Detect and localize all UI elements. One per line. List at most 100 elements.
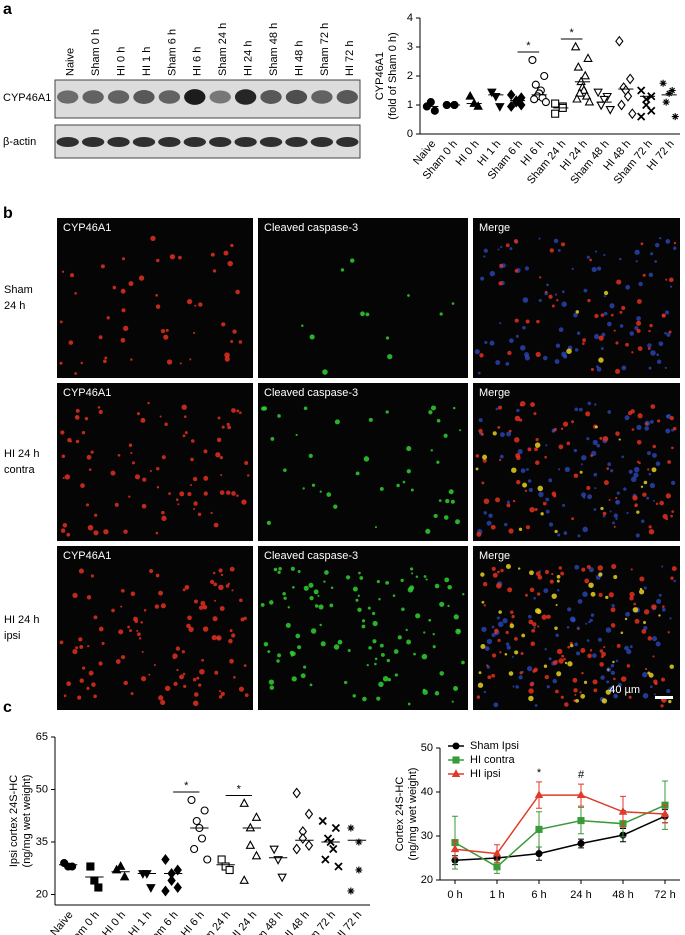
cell — [649, 323, 653, 328]
cell — [549, 579, 554, 584]
micrograph — [473, 546, 680, 710]
marker — [355, 866, 363, 874]
cell — [93, 615, 98, 620]
cell — [524, 489, 528, 493]
marker — [623, 90, 633, 102]
cell — [90, 450, 94, 454]
lane-label: Naive — [65, 48, 77, 76]
cell — [616, 279, 622, 285]
cell — [72, 592, 78, 598]
marker — [579, 85, 589, 94]
channel-label: Cleaved caspase-3 — [264, 387, 358, 399]
cell — [564, 702, 569, 707]
cell — [198, 302, 203, 307]
marker — [583, 53, 593, 62]
cell — [372, 611, 376, 616]
cell — [671, 510, 675, 513]
cell — [110, 470, 116, 476]
cell — [130, 591, 136, 597]
cell — [610, 664, 615, 668]
cell — [100, 264, 105, 269]
marker — [551, 109, 560, 118]
marker — [173, 864, 182, 876]
cell — [201, 658, 205, 662]
cell — [225, 584, 230, 588]
cell — [406, 469, 411, 474]
cell — [219, 606, 225, 612]
cell — [670, 514, 673, 518]
cell — [90, 574, 94, 578]
cell — [603, 295, 606, 298]
y-tick-label: 50 — [421, 742, 433, 754]
cell — [196, 676, 200, 680]
cell — [637, 346, 643, 351]
cell — [439, 671, 445, 676]
cell — [461, 660, 465, 665]
cell — [616, 491, 620, 495]
cell — [61, 270, 65, 273]
cell — [652, 655, 655, 658]
cell — [609, 303, 615, 309]
cell — [173, 681, 178, 687]
cell — [606, 467, 610, 470]
cell — [97, 406, 101, 409]
cell — [648, 329, 651, 333]
cell — [600, 675, 605, 680]
cell — [226, 490, 231, 495]
cell — [77, 695, 82, 700]
cell — [128, 281, 134, 287]
y-tick-label: 20 — [36, 888, 48, 900]
cell — [406, 446, 412, 452]
cell — [593, 508, 597, 511]
blot-frame — [54, 79, 361, 119]
cell — [554, 359, 560, 364]
cell — [564, 661, 568, 665]
cell — [87, 524, 94, 531]
cell — [546, 614, 551, 619]
cell — [334, 419, 340, 425]
marker — [628, 108, 637, 120]
cell — [495, 360, 501, 365]
series-line — [454, 804, 666, 868]
cell — [601, 651, 606, 657]
cell — [556, 589, 560, 592]
cell — [220, 691, 225, 696]
cell — [521, 633, 526, 638]
cell — [563, 531, 568, 535]
cell — [156, 486, 160, 489]
cell — [198, 683, 202, 687]
cell — [224, 352, 230, 358]
cell — [606, 680, 610, 684]
blot-band — [183, 137, 206, 147]
cell — [235, 289, 240, 295]
cell — [628, 695, 632, 699]
marker — [541, 98, 550, 107]
marker — [251, 850, 262, 860]
cell — [605, 595, 609, 600]
cell — [202, 604, 208, 610]
cell — [605, 627, 612, 633]
cell — [646, 496, 650, 500]
cell — [227, 582, 231, 585]
cell — [492, 572, 498, 578]
cell — [297, 645, 302, 650]
cell — [642, 672, 648, 678]
cell — [656, 598, 662, 604]
cell — [308, 453, 313, 459]
marker — [662, 98, 670, 106]
cell — [647, 468, 650, 471]
marker — [167, 875, 176, 886]
cell — [575, 698, 579, 703]
cell — [244, 461, 249, 466]
cell — [103, 359, 107, 364]
cell — [87, 644, 90, 648]
cell — [514, 437, 520, 443]
cell — [590, 591, 596, 597]
cell — [587, 298, 591, 303]
cell — [551, 593, 557, 599]
cell — [355, 598, 359, 602]
cell — [598, 572, 603, 577]
cell — [319, 623, 322, 627]
cell — [613, 513, 619, 518]
cell — [438, 499, 442, 503]
